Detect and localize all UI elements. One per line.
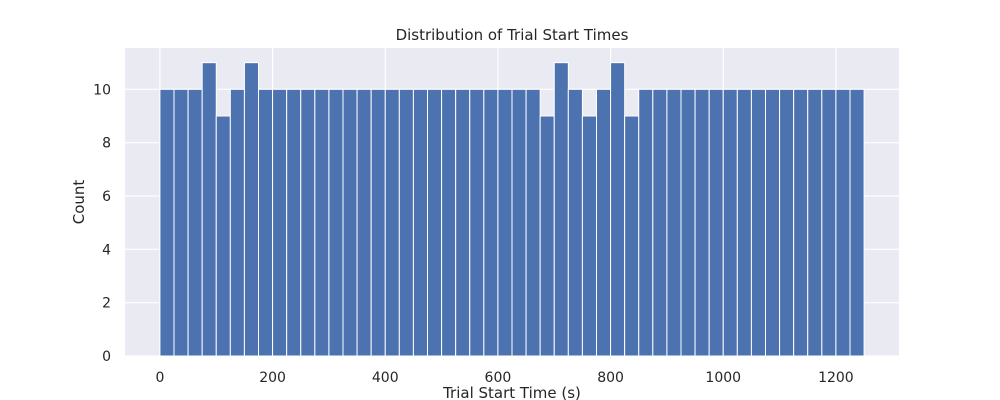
histogram-bar <box>553 62 569 357</box>
histogram-bar <box>258 88 274 357</box>
histogram-bar <box>201 62 217 357</box>
x-tick-label: 600 <box>485 370 512 386</box>
histogram-bar <box>398 88 414 357</box>
histogram-bar <box>722 88 738 357</box>
histogram-bar <box>779 88 795 357</box>
histogram-bars <box>159 62 865 357</box>
histogram-bar <box>159 88 175 357</box>
y-tick-label: 0 <box>102 349 111 365</box>
y-tick-label: 4 <box>102 242 111 258</box>
histogram-bar <box>680 88 696 357</box>
histogram-bar <box>567 88 583 357</box>
x-tick-label: 200 <box>259 370 286 386</box>
histogram-bar <box>849 88 865 357</box>
x-tick-label: 0 <box>155 370 164 386</box>
histogram-bar <box>356 88 372 357</box>
histogram-bar <box>694 88 710 357</box>
histogram-bar <box>215 115 231 357</box>
histogram-bar <box>441 88 457 357</box>
histogram-bar <box>243 62 260 357</box>
x-tick-label: 1000 <box>705 370 741 386</box>
y-axis-label: Count <box>70 180 88 225</box>
histogram-bar <box>469 88 485 357</box>
histogram-bar <box>455 88 471 357</box>
histogram-bar <box>539 115 555 357</box>
histogram-bar <box>300 88 316 357</box>
histogram-bar <box>708 88 724 357</box>
histogram-bar <box>595 88 612 357</box>
histogram-bar <box>652 88 668 357</box>
histogram-bar <box>750 88 766 357</box>
histogram-bar <box>483 88 499 357</box>
histogram-bar <box>229 88 245 357</box>
histogram-bar <box>638 88 654 357</box>
histogram-bar <box>342 88 358 357</box>
x-tick-label: 1200 <box>818 370 854 386</box>
histogram-bar <box>412 88 429 357</box>
x-axis-ticks: 0 200 400 600 800 1000 1200 <box>155 370 853 386</box>
y-tick-label: 2 <box>102 296 111 312</box>
x-axis-label: Trial Start Time (s) <box>442 384 581 400</box>
histogram-bar <box>511 88 527 357</box>
histogram-bar <box>370 88 386 357</box>
histogram-bar <box>736 88 752 357</box>
histogram-bar <box>272 88 288 357</box>
histogram-bar <box>610 62 626 357</box>
y-axis-ticks: 0 2 4 6 8 10 <box>93 82 111 365</box>
histogram-bar <box>497 88 513 357</box>
x-tick-label: 400 <box>372 370 399 386</box>
histogram-bar <box>384 88 400 357</box>
histogram-bar <box>525 88 541 357</box>
y-tick-label: 10 <box>93 82 111 98</box>
histogram-bar <box>328 88 344 357</box>
histogram-bar <box>764 88 781 357</box>
y-tick-label: 8 <box>102 136 111 152</box>
histogram-bar <box>666 88 682 357</box>
histogram-bar <box>624 115 640 357</box>
y-tick-label: 6 <box>102 189 111 205</box>
histogram-bar <box>807 88 823 357</box>
histogram-bar <box>286 88 302 357</box>
histogram-bar <box>314 88 330 357</box>
histogram-bar <box>187 88 203 357</box>
histogram-bar <box>173 88 189 357</box>
histogram-bar <box>427 88 443 357</box>
x-tick-label: 800 <box>597 370 624 386</box>
histogram-bar <box>821 88 837 357</box>
histogram-bar <box>835 88 851 357</box>
chart-title: Distribution of Trial Start Times <box>396 26 629 44</box>
histogram-bar <box>793 88 809 357</box>
histogram-bar <box>581 115 597 357</box>
